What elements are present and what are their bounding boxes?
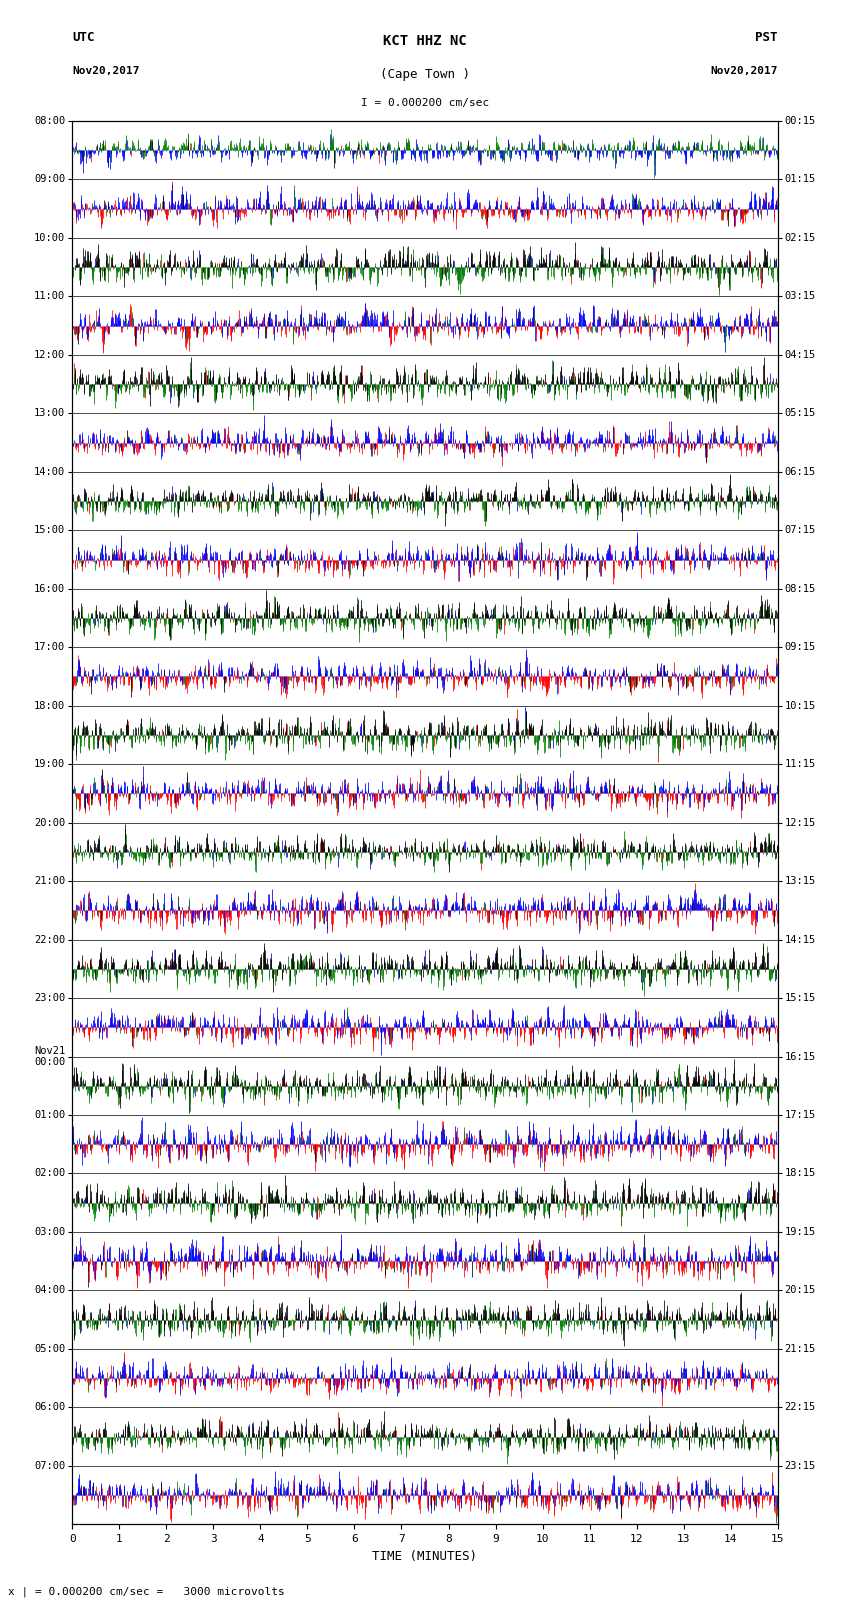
Text: (Cape Town ): (Cape Town ) (380, 68, 470, 81)
Text: Nov20,2017: Nov20,2017 (72, 66, 139, 76)
Text: UTC: UTC (72, 31, 94, 44)
Text: PST: PST (756, 31, 778, 44)
X-axis label: TIME (MINUTES): TIME (MINUTES) (372, 1550, 478, 1563)
Text: I = 0.000200 cm/sec: I = 0.000200 cm/sec (361, 98, 489, 108)
Text: KCT HHZ NC: KCT HHZ NC (383, 34, 467, 48)
Text: Nov20,2017: Nov20,2017 (711, 66, 778, 76)
Text: x | = 0.000200 cm/sec =   3000 microvolts: x | = 0.000200 cm/sec = 3000 microvolts (8, 1586, 286, 1597)
